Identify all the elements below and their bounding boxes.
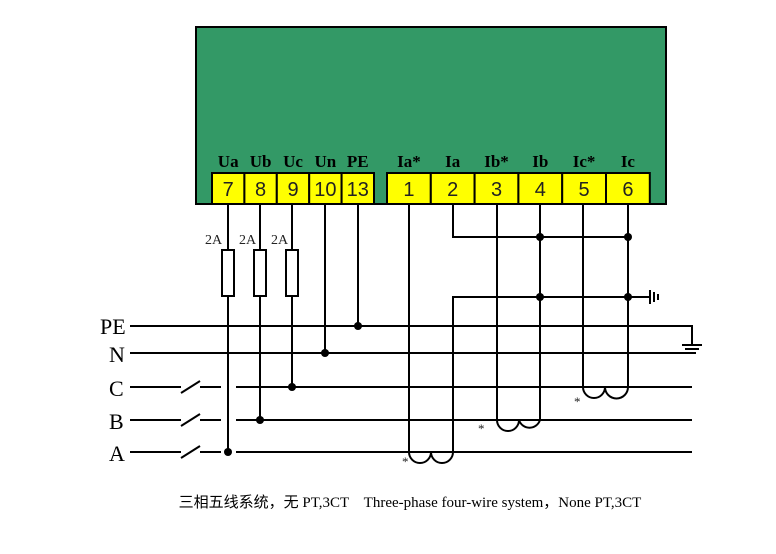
terminal-4 [517,172,564,205]
line-label-n: N [109,342,125,367]
junction-dots [224,233,632,456]
terminal-label: Ib* [484,152,509,171]
terminal-number: 2 [447,179,458,201]
fuses: 2A 2A 2A [205,233,299,297]
terminal-label: Un [315,152,337,171]
terminal-label: Ic [621,152,636,171]
terminal-label: Ua [218,152,239,171]
terminal-label: Ib [532,152,548,171]
terminal-number: 7 [223,179,234,201]
ct-a-polarity: * [402,454,409,469]
supply-lines [130,325,702,459]
line-label-pe: PE [100,314,126,339]
terminal-label: Ia* [397,152,421,171]
ct-c-polarity: * [574,394,581,409]
terminal-label: Ub [250,152,272,171]
line-label-a: A [109,441,125,466]
fuse-b [253,249,267,297]
fuse-rating: 2A [271,233,289,248]
terminal-number: 4 [535,179,546,201]
terminal-number: 8 [255,179,266,201]
terminal-number: 9 [287,179,298,201]
terminal-number: 3 [491,179,502,201]
terminal-13 [340,172,376,205]
terminal-number: 1 [403,179,414,201]
ct-b-polarity: * [478,421,485,436]
fuse-c [285,249,299,297]
terminal-2 [429,172,476,205]
fuse-rating: 2A [205,233,223,248]
line-label-b: B [109,409,124,434]
terminal-number: 13 [347,179,369,201]
caption: 三相五线系统，无 PT,3CT Three-phase four-wire sy… [179,494,642,511]
fuse-rating: 2A [239,233,257,248]
terminal-number: 10 [314,179,336,201]
terminal-label: Ia [445,152,461,171]
terminal-number: 5 [579,179,590,201]
terminal-label: Ic* [573,152,596,171]
fuse-a [221,249,235,297]
terminal-label: PE [347,152,369,171]
line-label-c: C [109,376,124,401]
current-wires [408,204,659,464]
terminal-number: 6 [622,179,633,201]
terminal-label: Uc [283,152,303,171]
